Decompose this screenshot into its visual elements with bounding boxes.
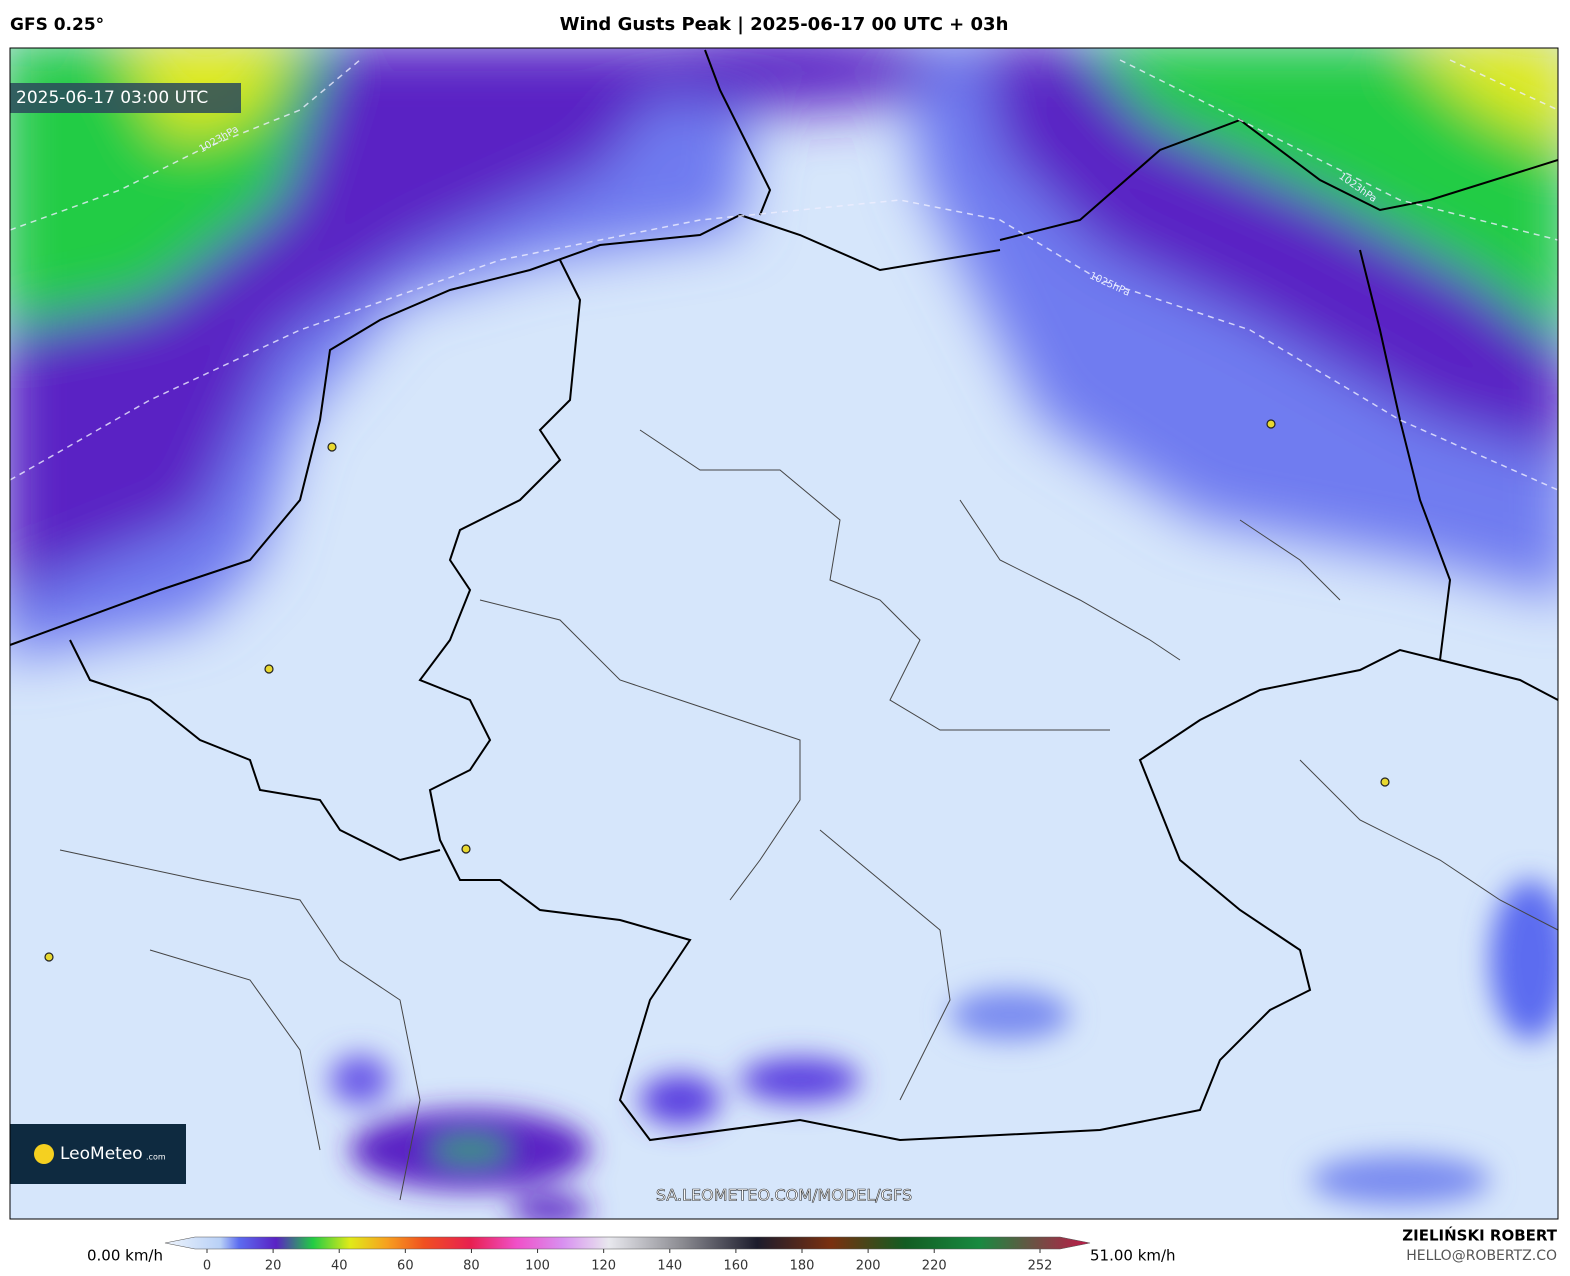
colorbar-tick-label: 200: [856, 1259, 881, 1274]
colorbar-tick-label: 180: [790, 1259, 815, 1274]
colorbar-tick-label: 20: [265, 1259, 282, 1274]
logo-suffix: .com: [146, 1153, 166, 1162]
model-label: GFS 0.25°: [10, 15, 104, 35]
watermark: SA.LEOMETEO.COM/MODEL/GFS: [656, 1186, 912, 1205]
colorbar-tick-label: 80: [463, 1259, 480, 1274]
map-frame: [9, 47, 1559, 1220]
map-title: Wind Gusts Peak | 2025-06-17 00 UTC + 03…: [560, 14, 1009, 35]
cities: [44, 419, 1390, 962]
wind-field: [10, 48, 1558, 658]
gust-patches: [330, 880, 1558, 1219]
map: 1023hPa 1025hPa 1023hPa 2025-06-17 03:00…: [10, 48, 1558, 1219]
author: ZIELIŃSKI ROBERT: [1402, 1226, 1557, 1245]
isobars: [10, 59, 1558, 491]
colorbar-tick-label: 220: [922, 1259, 947, 1274]
coastlines: [10, 49, 1558, 1142]
colorbar-tick-label: 40: [331, 1259, 348, 1274]
colorbar-tick-label: 140: [657, 1259, 682, 1274]
logo-name: LeoMeteo: [60, 1144, 143, 1164]
colorbar-tick-label: 252: [1028, 1259, 1053, 1274]
colorbar-tick-label: 160: [723, 1259, 748, 1274]
contact: HELLO@ROBERTZ.CO: [1406, 1248, 1557, 1264]
colorbar-tick-label: 100: [525, 1259, 550, 1274]
time-box: [10, 83, 241, 113]
admin-borders: [59, 429, 1558, 1201]
colorbar-bar: [164, 1236, 1091, 1250]
colorbar-max: 51.00 km/h: [1090, 1247, 1176, 1265]
colorbar-tick-label: 120: [591, 1259, 616, 1274]
colorbar-min: 0.00 km/h: [87, 1247, 163, 1265]
valid-time: 2025-06-17 03:00 UTC: [16, 88, 208, 108]
colorbar: 0.00 km/h 51.00 km/h 0 20 40 60 80 100 120 140 1…: [87, 1236, 1176, 1274]
logo-sun: [34, 1144, 54, 1164]
colorbar-tick-label: 0: [203, 1259, 211, 1274]
colorbar-tick-label: 60: [397, 1259, 414, 1274]
